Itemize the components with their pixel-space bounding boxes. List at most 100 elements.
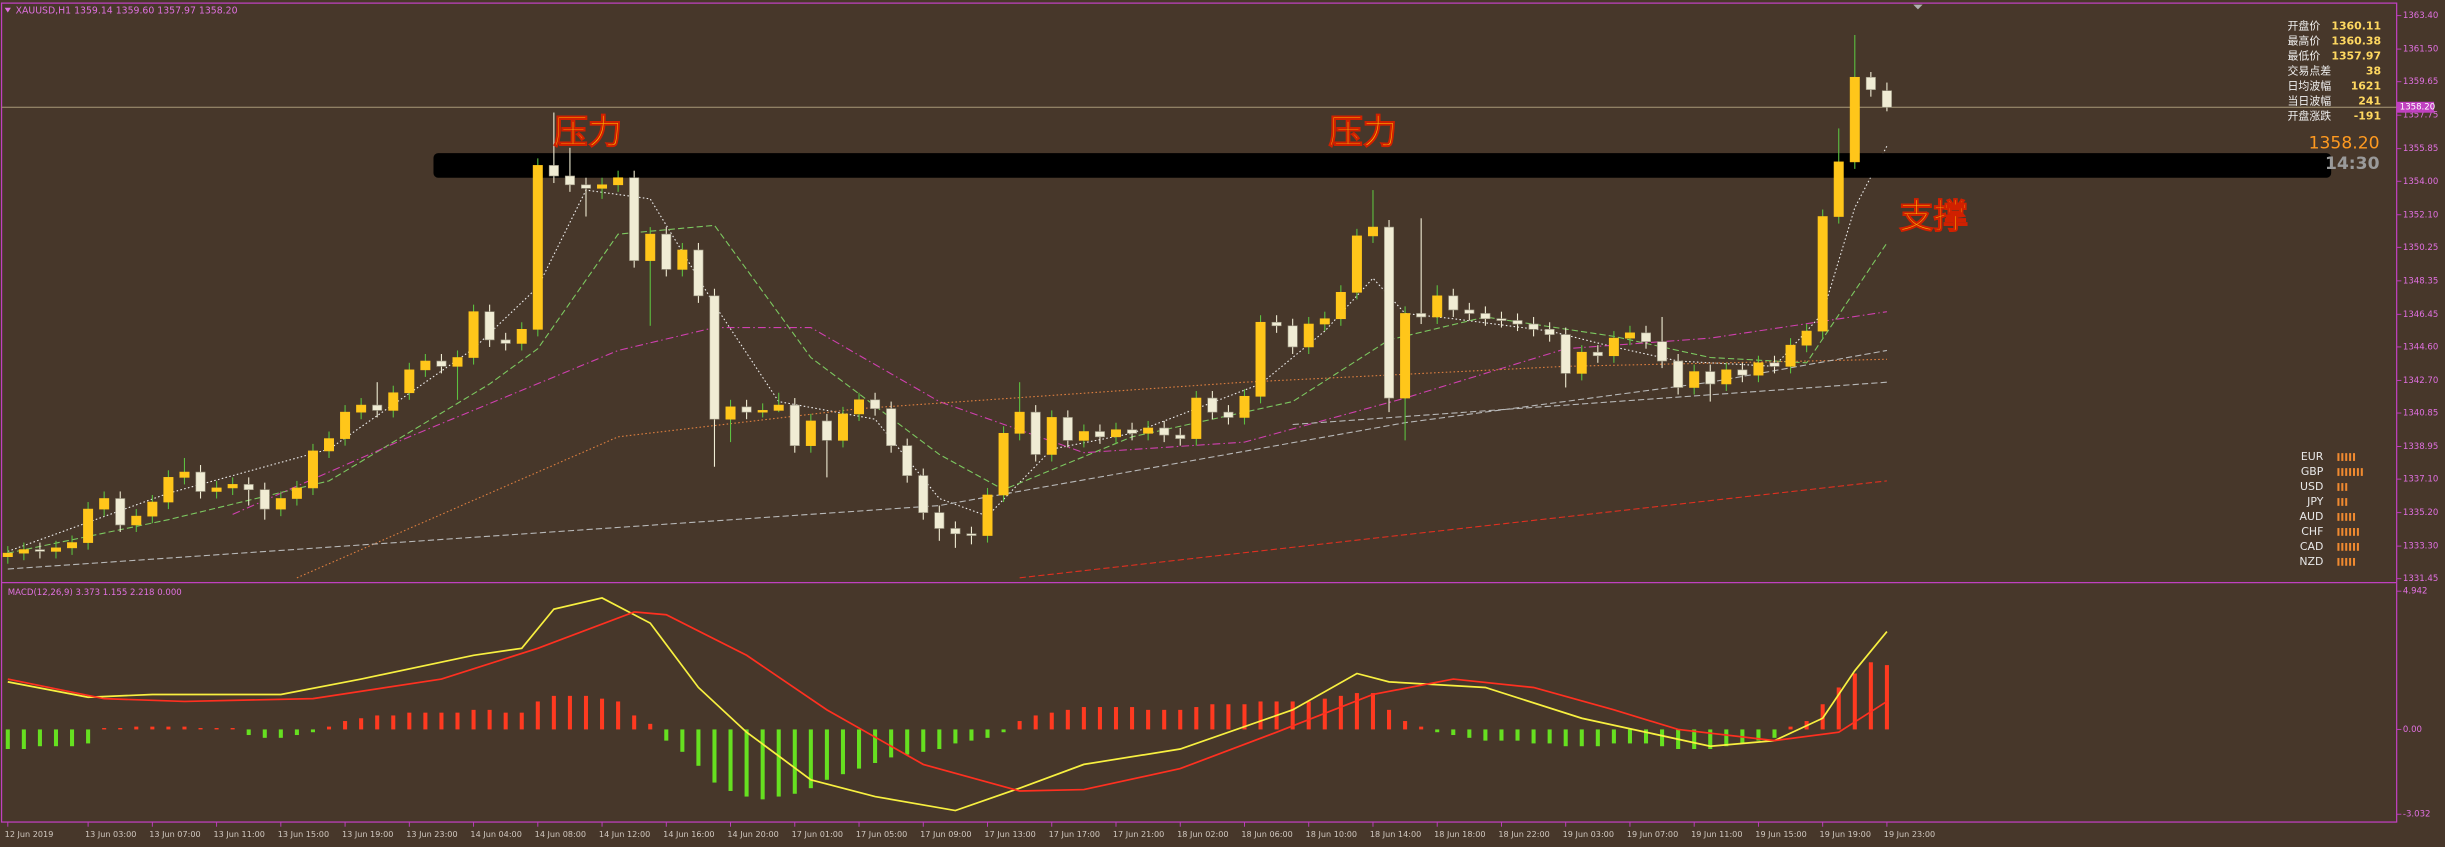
info-value: 1357.97 <box>2331 49 2381 62</box>
candle-body <box>1239 395 1250 418</box>
candle-body <box>436 360 447 367</box>
histogram-bar <box>1884 665 1889 730</box>
candle-body <box>725 406 736 420</box>
strength-bar <box>2337 528 2359 536</box>
candle-body <box>597 184 608 189</box>
histogram-bar <box>1660 729 1665 747</box>
candle-body <box>452 357 463 367</box>
strength-tick <box>2349 468 2352 476</box>
candle-body <box>131 515 142 526</box>
strength-bar <box>2337 513 2356 521</box>
x-tick-label: 19 Jun 07:00 <box>1627 829 1678 839</box>
strength-tick <box>2353 453 2356 461</box>
candle-body <box>821 420 832 441</box>
y-tick-label: 1340.85 <box>2403 409 2438 419</box>
histogram-bar <box>985 729 990 738</box>
histogram-bar <box>1435 729 1440 733</box>
candle-body <box>1705 371 1716 385</box>
candle-body <box>870 399 881 409</box>
histogram-bar <box>262 729 267 738</box>
candle-body <box>1689 371 1700 388</box>
candle-body <box>99 498 110 510</box>
candle-body <box>1287 325 1298 348</box>
x-tick-label: 19 Jun 03:00 <box>1563 829 1614 839</box>
chart-title: XAUUSD,H1 1359.14 1359.60 1357.97 1358.2… <box>16 5 238 16</box>
histogram-bar <box>760 729 765 800</box>
histogram-bar <box>840 729 845 775</box>
candle-body <box>50 547 61 552</box>
candle-body <box>1432 295 1443 318</box>
candle-body <box>773 404 784 411</box>
candle-body <box>291 487 302 499</box>
candle-body <box>1062 417 1073 441</box>
candle-body <box>918 475 929 513</box>
candle-body <box>837 413 848 441</box>
candle-body <box>179 471 190 478</box>
resistance-zone <box>433 153 2332 178</box>
x-tick-label: 17 Jun 17:00 <box>1049 829 1100 839</box>
histogram-bar <box>856 729 862 769</box>
candle-body <box>1801 330 1812 346</box>
strength-bar <box>2337 557 2356 566</box>
x-tick-label: 19 Jun 23:00 <box>1884 829 1935 839</box>
x-tick-label: 13 Jun 03:00 <box>85 829 136 839</box>
histogram-bar <box>1547 729 1552 744</box>
annotation: 14:30 <box>2325 154 2380 174</box>
strength-bar <box>2337 542 2359 551</box>
histogram-bar <box>873 729 878 763</box>
x-tick-label: 14 Jun 20:00 <box>727 829 778 839</box>
candle-body <box>1191 397 1202 439</box>
histogram-bar <box>1611 729 1616 744</box>
candle-body <box>709 295 720 420</box>
x-tick-label: 18 Jun 02:00 <box>1177 829 1228 839</box>
histogram-bar <box>1065 709 1070 730</box>
histogram-bar <box>680 729 685 752</box>
strength-tick <box>2349 513 2352 521</box>
x-tick-label: 18 Jun 10:00 <box>1306 829 1357 839</box>
histogram-bar <box>1290 701 1295 730</box>
candle-body <box>1448 295 1459 311</box>
candle-body <box>67 542 78 549</box>
macd-line <box>7 611 1888 792</box>
y-tick-label: 1354.00 <box>2403 177 2438 187</box>
x-tick-label: 17 Jun 21:00 <box>1113 829 1164 839</box>
candle-body <box>982 494 993 536</box>
info-label: 开盘价 <box>2288 19 2321 33</box>
info-value: 1621 <box>2351 79 2381 92</box>
candle-body <box>677 249 688 270</box>
strength-bar <box>2337 468 2363 476</box>
y-tick-label: 1342.70 <box>2403 376 2438 386</box>
candle-body <box>548 165 559 177</box>
y-tick-label: 1361.50 <box>2403 45 2438 55</box>
histogram-bar <box>1033 715 1038 730</box>
candle-body <box>163 477 174 503</box>
candle-body <box>356 404 367 413</box>
strength-tick <box>2353 542 2356 551</box>
strength-tick <box>2356 528 2359 536</box>
candle-body <box>1030 411 1041 455</box>
candle-body <box>516 329 527 344</box>
strength-tick <box>2337 542 2340 551</box>
histogram-bar <box>1499 729 1504 741</box>
candle-body <box>613 177 624 186</box>
y-tick-label: 1338.95 <box>2403 442 2438 452</box>
candle-body <box>115 498 126 526</box>
strength-tick <box>2349 542 2352 551</box>
histogram-bar <box>1194 707 1199 730</box>
annotation: 压力 <box>1329 113 1398 153</box>
moving-average <box>1019 480 1887 579</box>
candle-body <box>1592 351 1603 357</box>
candle-body <box>83 508 94 543</box>
annotation: 压力 <box>554 113 623 153</box>
candle-body <box>1608 337 1619 357</box>
histogram-bar <box>792 729 797 794</box>
candle-body <box>1207 397 1218 413</box>
candle-body <box>1721 369 1732 385</box>
candle-body <box>580 184 591 189</box>
candle-body <box>1367 226 1378 237</box>
histogram-bar <box>503 712 508 730</box>
strength-tick <box>2341 557 2344 566</box>
histogram-bar <box>583 695 589 730</box>
histogram-bar <box>1403 721 1408 730</box>
y-tick-label: 1350.25 <box>2403 243 2438 253</box>
